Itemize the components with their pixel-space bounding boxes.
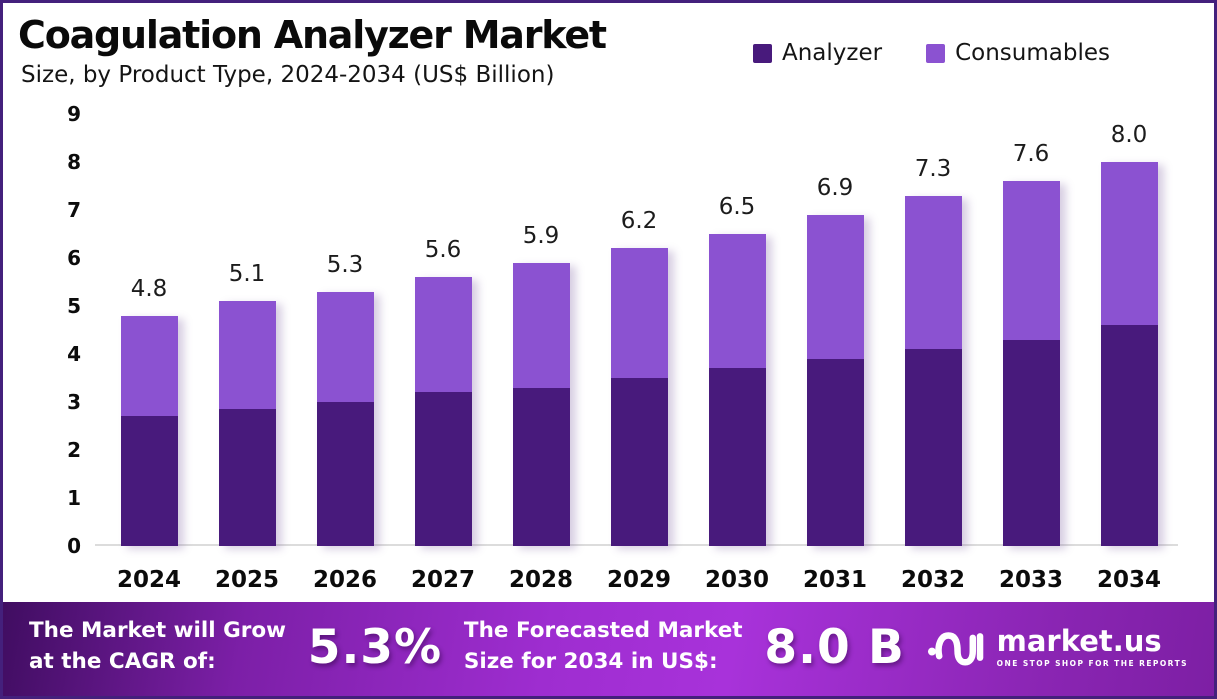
- x-axis-label-2026: 2026: [312, 567, 377, 593]
- x-axis-label-2030: 2030: [704, 567, 769, 593]
- analyzer-segment-2034: [1100, 325, 1158, 546]
- y-axis-tick-label: 0: [67, 534, 81, 558]
- total-value-label-2026: 5.3: [326, 251, 364, 278]
- stacked-bar-2026: [316, 291, 374, 546]
- y-axis-tick-label: 3: [67, 390, 81, 414]
- total-value-label-2031: 6.9: [816, 174, 854, 201]
- analyzer-segment-2024: [120, 416, 178, 546]
- x-axis-label-2025: 2025: [214, 567, 279, 593]
- chart-subtitle: Size, by Product Type, 2024-2034 (US$ Bi…: [21, 62, 555, 88]
- x-axis-label-2029: 2029: [606, 567, 671, 593]
- stacked-bar-2033: [1002, 181, 1060, 546]
- total-value-label-2034: 8.0: [1110, 122, 1148, 148]
- consumables-segment-2032: [904, 195, 962, 350]
- cagr-label: The Market will Grow at the CAGR of:: [29, 616, 286, 677]
- x-axis-label-2024: 2024: [116, 567, 181, 593]
- stacked-bar-2030: [708, 234, 766, 546]
- consumables-segment-2029: [610, 248, 668, 378]
- chart-title: Coagulation Analyzer Market: [18, 13, 607, 57]
- total-value-label-2025: 5.1: [228, 261, 266, 288]
- legend-item-consumables: Consumables: [926, 40, 1110, 66]
- legend-label-analyzer: Analyzer: [782, 40, 883, 66]
- y-axis-tick-label: 5: [67, 294, 81, 318]
- total-value-label-2030: 6.5: [718, 194, 756, 220]
- forecast-label: The Forecasted Market Size for 2034 in U…: [464, 616, 743, 677]
- total-value-label-2033: 7.6: [1012, 141, 1050, 168]
- stacked-bar-2034: [1100, 162, 1158, 546]
- consumables-segment-2030: [708, 234, 766, 369]
- x-axis-label-2034: 2034: [1096, 567, 1161, 593]
- legend-label-consumables: Consumables: [955, 40, 1110, 66]
- stacked-bar-2031: [806, 214, 864, 546]
- cagr-label-line2: at the CAGR of:: [29, 649, 216, 674]
- y-axis-tick-label: 9: [67, 102, 81, 126]
- total-value-label-2028: 5.9: [522, 222, 560, 249]
- analyzer-segment-2028: [512, 387, 570, 546]
- logo-tagline: ONE STOP SHOP FOR THE REPORTS: [996, 658, 1188, 668]
- cagr-value: 5.3%: [307, 619, 443, 675]
- total-value-label-2032: 7.3: [914, 155, 952, 182]
- y-axis-tick-label: 8: [67, 150, 81, 174]
- y-axis-tick-label: 6: [67, 246, 81, 270]
- x-axis-label-2031: 2031: [802, 567, 867, 593]
- total-value-label-2027: 5.6: [424, 237, 462, 264]
- analyzer-segment-2030: [708, 368, 766, 546]
- y-axis-tick-label: 1: [67, 486, 81, 510]
- consumables-segment-2031: [806, 214, 864, 359]
- consumables-segment-2026: [316, 291, 374, 402]
- plot-area: 0 1 2 3 4 5 6 7 8 9 4.8 2024 5.1 2025 5.3 2026 5.6 2027 5.…: [3, 3, 1214, 603]
- cagr-label-line1: The Market will Grow: [29, 618, 286, 644]
- stacked-bar-2032: [904, 195, 962, 546]
- consumables-segment-2034: [1100, 162, 1158, 326]
- x-axis-label-2033: 2033: [998, 567, 1063, 593]
- legend-item-analyzer: Analyzer: [753, 40, 882, 66]
- chart-legend: Analyzer Consumables: [753, 40, 1110, 66]
- stacked-bar-2025: [218, 301, 276, 546]
- forecast-label-line1: The Forecasted Market: [463, 618, 743, 644]
- y-axis-tick-label: 4: [67, 342, 81, 366]
- y-axis-tick-label: 7: [67, 198, 81, 222]
- stacked-bar-2028: [512, 262, 570, 546]
- forecast-value: 8.0 B: [764, 619, 905, 675]
- consumables-segment-2027: [414, 277, 472, 393]
- stacked-bar-2024: [120, 315, 178, 546]
- logo-wordmark: market.us: [996, 624, 1162, 659]
- x-axis-label-2027: 2027: [410, 567, 475, 593]
- consumables-segment-2028: [512, 262, 570, 388]
- x-axis-label-2028: 2028: [508, 567, 573, 593]
- analyzer-segment-2027: [414, 392, 472, 546]
- total-value-label-2029: 6.2: [620, 208, 658, 235]
- analyzer-segment-2026: [316, 401, 374, 546]
- x-axis-label-2032: 2032: [900, 567, 965, 593]
- analyzer-segment-2025: [218, 409, 276, 546]
- analyzer-segment-2031: [806, 358, 864, 546]
- analyzer-segment-2032: [904, 349, 962, 546]
- total-value-label-2024: 4.8: [130, 275, 168, 302]
- consumables-segment-2033: [1002, 181, 1060, 340]
- consumables-swatch-icon: [926, 43, 946, 63]
- consumables-segment-2024: [120, 315, 178, 417]
- consumables-segment-2025: [218, 301, 276, 410]
- bottom-banner: The Market will Grow at the CAGR of: 5.3…: [3, 602, 1214, 696]
- stacked-bar-2029: [610, 248, 668, 546]
- forecast-label-line2: Size for 2034 in US$:: [463, 649, 718, 674]
- y-axis-tick-label: 2: [67, 438, 81, 462]
- analyzer-segment-2029: [610, 377, 668, 546]
- marketus-logo-icon: [927, 632, 983, 666]
- analyzer-segment-2033: [1002, 339, 1060, 546]
- marketus-logo-text: market.us ONE STOP SHOP FOR THE REPORTS: [996, 624, 1188, 668]
- stacked-bar-2027: [414, 277, 472, 546]
- analyzer-swatch-icon: [753, 43, 772, 63]
- marketus-logo: market.us ONE STOP SHOP FOR THE REPORTS: [927, 623, 1188, 671]
